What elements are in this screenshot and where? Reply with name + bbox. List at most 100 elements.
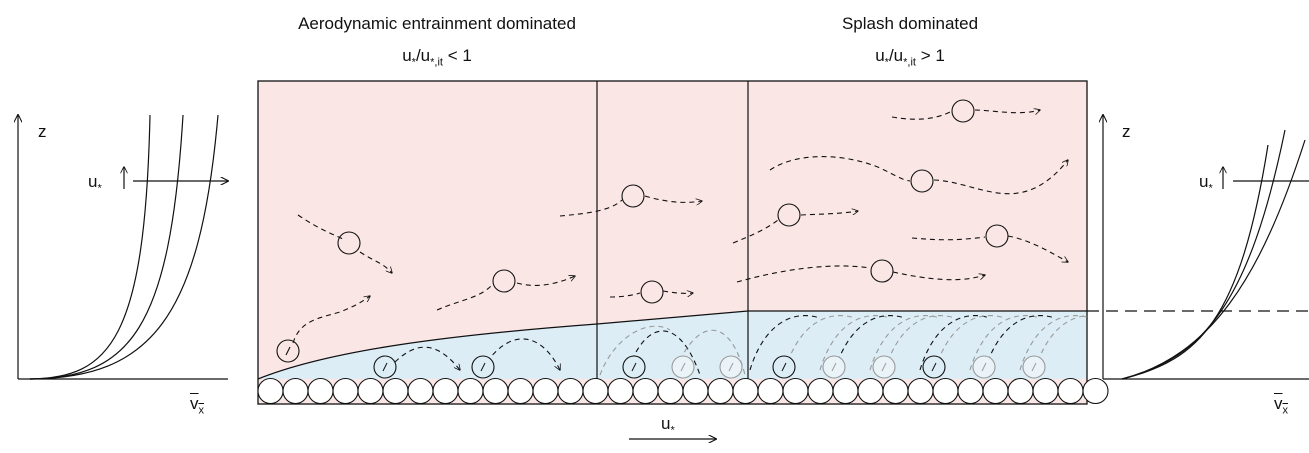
bed-grain [957, 377, 984, 405]
velocity-profile [1121, 129, 1286, 380]
splash-arc [869, 315, 941, 371]
bed-grain [907, 377, 934, 405]
ratio-rel: < 1 [442, 46, 472, 65]
trajectory [732, 219, 779, 244]
bed-grain [1007, 377, 1034, 405]
particle [621, 184, 645, 208]
particle [640, 280, 664, 304]
airborne-particles [276, 99, 1068, 363]
splash-arc [919, 315, 991, 371]
main-panel-frame [257, 80, 1088, 405]
ratio-sub: *,it [903, 56, 916, 69]
bed-grain [507, 377, 534, 405]
particle [492, 269, 516, 293]
ratio-sub: *,it [430, 56, 443, 69]
bed-grain [732, 377, 759, 405]
right-profile [1087, 115, 1309, 380]
trajectory [662, 291, 693, 293]
velocity-profile [29, 114, 184, 380]
right-z-label: z [1122, 122, 1131, 141]
ratio-star: * [411, 56, 416, 69]
trajectory [609, 292, 641, 298]
ratio-slash: /u [415, 46, 431, 65]
splash-arc [969, 315, 1041, 371]
left-profile [18, 114, 228, 380]
bed-grain [807, 377, 834, 405]
trajectory [769, 156, 911, 182]
bottom-u-label: u* [661, 414, 675, 436]
bed-grain [857, 377, 884, 405]
hop-arc [631, 330, 701, 376]
bed-grain [457, 377, 484, 405]
bed-grain [632, 377, 659, 405]
trajectory [892, 271, 985, 281]
rotation-mark [382, 362, 388, 372]
splash-arc [749, 315, 821, 371]
velocity-profile [1121, 139, 1306, 380]
velocity-profile [29, 114, 219, 380]
left-z-label: z [38, 122, 47, 141]
ratio-star: * [884, 56, 889, 69]
v-text: v [190, 394, 199, 413]
bed-grain [607, 377, 634, 405]
bed-grain [407, 377, 434, 405]
bed-grain [582, 377, 609, 405]
trajectory [359, 251, 392, 273]
velocity-profile [29, 114, 151, 380]
bed-grain [757, 377, 784, 405]
bed-grain [932, 377, 959, 405]
rotation-mark [931, 362, 937, 372]
bed-grain [307, 377, 334, 405]
bed-grain [832, 377, 859, 405]
u-star: * [1208, 182, 1213, 195]
bed-grain [532, 377, 559, 405]
right-regime-title: Splash dominated [841, 14, 979, 33]
trajectory [974, 110, 1040, 113]
particle [777, 203, 801, 227]
rotation-mark [680, 362, 686, 372]
bed-grain [657, 377, 684, 405]
bed-grain [432, 377, 459, 405]
saltation-hops [394, 325, 746, 376]
trajectory [292, 296, 370, 344]
u-star: * [670, 424, 675, 437]
ratio-slash: /u [888, 46, 904, 65]
v-text: v [1274, 394, 1283, 413]
ratio-u: u [402, 46, 412, 65]
splash-arc [1019, 315, 1087, 371]
rotation-mark [631, 362, 637, 372]
rotation-mark [981, 362, 987, 372]
hop-arc [394, 346, 460, 370]
right-u-label: u* [1199, 172, 1213, 194]
trajectory [436, 284, 493, 311]
bed-grain [882, 377, 909, 405]
trajectory [800, 211, 858, 216]
particle [870, 259, 894, 283]
bed-grain [282, 377, 309, 405]
rotation-mark [881, 362, 887, 372]
u-text: u [88, 172, 98, 191]
v-sub: x [198, 404, 205, 417]
main-panel [257, 80, 1088, 405]
trajectory [516, 276, 575, 286]
bed-grain [1032, 377, 1059, 405]
bed-grain [1057, 377, 1084, 405]
particle [985, 224, 1009, 248]
bed-grain [357, 377, 384, 405]
bed-grain [982, 377, 1009, 405]
bed-grain [557, 377, 584, 405]
bed-grain [1082, 377, 1109, 405]
rotation-mark [781, 362, 787, 372]
u-text: u [661, 414, 671, 433]
u-star: * [97, 182, 102, 195]
near-bed-grains [373, 355, 1046, 379]
ratio-u: u [875, 46, 885, 65]
bed-grain [257, 377, 284, 405]
particle [951, 99, 975, 123]
hop-arc [486, 338, 560, 370]
hop-arc [599, 325, 671, 376]
bed [257, 377, 1109, 405]
hop-arc [679, 329, 746, 376]
